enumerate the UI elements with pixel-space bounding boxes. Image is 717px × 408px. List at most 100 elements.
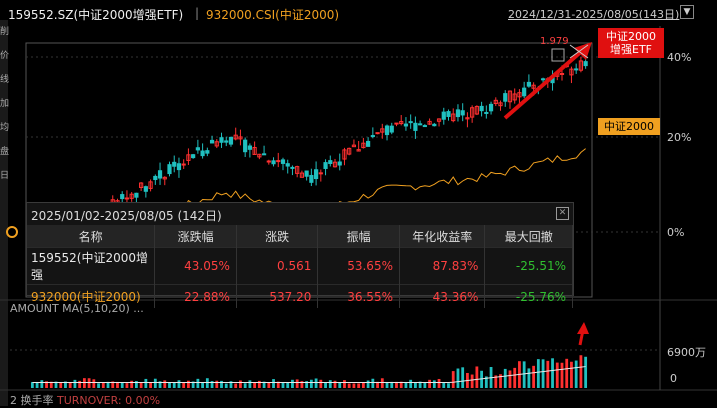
candle-body: [540, 78, 546, 81]
candle-body: [139, 182, 144, 188]
volume-bar: [437, 378, 441, 388]
red-arrow: [503, 48, 585, 120]
volume-bar: [324, 382, 327, 388]
candle-body: [247, 145, 252, 150]
candle-body: [375, 132, 380, 135]
volume-bar: [101, 382, 105, 388]
volume-bar: [456, 368, 460, 388]
volume-bar: [413, 382, 417, 388]
candle-body: [432, 123, 437, 127]
turnover-indicator: 2 换手率 TURNOVER: 0.00%: [10, 392, 160, 408]
volume-bar: [262, 381, 266, 388]
table-row[interactable]: 159552(中证2000增强 43.05% 0.561 53.65% 87.8…: [27, 247, 573, 285]
row-mdd: -25.76%: [484, 284, 573, 308]
volume-bar: [149, 382, 152, 388]
candle-body: [209, 139, 215, 144]
turnover-label: 2 换手率: [10, 394, 54, 407]
candle-body: [224, 140, 229, 143]
candle-body: [356, 149, 361, 152]
candle-body: [484, 111, 489, 114]
volume-bar: [125, 383, 129, 388]
volume-bar: [499, 374, 502, 388]
candle-body: [361, 142, 366, 149]
toolbar-glyph[interactable]: 均: [0, 123, 10, 133]
candle-body: [342, 149, 347, 160]
toolbar-glyph[interactable]: 价: [0, 51, 10, 61]
candle-body: [517, 92, 522, 98]
range-dropdown-icon[interactable]: ▼: [680, 5, 694, 19]
candle-body: [351, 144, 357, 148]
interval-stats-panel: 2025/01/02-2025/08/05 (142日) ✕ 名称 涨跌幅 涨跌…: [26, 202, 574, 308]
candle-body: [257, 153, 262, 158]
etf-tag: 中证2000 增强ETF: [598, 28, 664, 58]
volume-bar: [385, 381, 389, 388]
candle-body: [124, 197, 130, 200]
volume-bar: [64, 381, 67, 388]
row-amp: 53.65%: [317, 247, 400, 285]
candle-body: [337, 161, 342, 166]
candle-body: [285, 163, 290, 167]
candle-body: [512, 93, 517, 101]
chart-header: 159552.SZ(中证2000增强ETF) | 932000.CSI(中证20…: [0, 0, 717, 26]
candle-body: [143, 186, 148, 192]
amount-indicator-label: AMOUNT MA(5,10,20) ...: [10, 302, 144, 315]
candle-body: [219, 137, 224, 143]
close-icon[interactable]: ✕: [556, 207, 569, 220]
toolbar-glyph[interactable]: 线: [0, 75, 10, 85]
volume-bar: [376, 381, 379, 388]
volume-bar: [144, 378, 148, 388]
volume-bar: [352, 383, 356, 388]
volume-bar: [272, 379, 275, 388]
col-header: 振幅: [317, 225, 400, 248]
toolbar-glyph[interactable]: 盘: [0, 147, 10, 157]
volume-bar: [205, 378, 209, 388]
volume-bar: [584, 356, 588, 388]
table-row[interactable]: 932000(中证2000) 22.88% 537.20 36.55% 43.3…: [27, 284, 573, 308]
volume-bar: [229, 381, 233, 388]
row-name: 932000(中证2000): [27, 284, 156, 308]
candle-body: [181, 163, 186, 166]
volume-bar: [243, 383, 247, 388]
row-annual: 87.83%: [399, 247, 486, 285]
volume-bar: [220, 380, 223, 388]
volume-bar: [314, 378, 318, 388]
candle-body: [455, 109, 461, 118]
candle-body: [295, 166, 300, 174]
candle-body: [309, 174, 314, 183]
row-mdd: -25.51%: [484, 247, 573, 285]
candle-body: [403, 123, 409, 127]
volume-bar: [423, 382, 427, 388]
col-header: 最大回撤: [484, 225, 573, 248]
date-range-link[interactable]: 2024/12/31-2025/08/05(143日): [508, 8, 680, 21]
candle-body: [176, 163, 182, 171]
candle-body: [531, 84, 536, 89]
candle-body: [195, 147, 200, 151]
row-amp: 36.55%: [317, 284, 400, 308]
volume-bar: [328, 380, 332, 388]
top-price-label: 1.979: [540, 36, 569, 47]
volume-bar: [451, 371, 455, 388]
volume-bar: [395, 381, 398, 388]
volume-bar: [536, 359, 540, 388]
volume-bar: [116, 381, 119, 388]
volume-bar: [390, 381, 394, 388]
candle-body: [290, 166, 295, 169]
volume-bar: [54, 381, 58, 388]
volume-bar: [286, 383, 290, 388]
candle-body: [233, 134, 238, 140]
toolbar-glyph[interactable]: 日: [0, 171, 10, 181]
volume-bar: [333, 380, 337, 388]
toolbar-glyph[interactable]: 加: [0, 99, 10, 109]
col-header: 年化收益率: [399, 225, 486, 248]
candle-body: [399, 121, 404, 125]
candle-body: [389, 125, 394, 133]
volume-bar: [87, 378, 91, 388]
candle-body: [205, 150, 210, 154]
volume-bar: [565, 358, 569, 388]
toolbar-glyph[interactable]: 削: [0, 27, 10, 37]
candle-body: [427, 120, 432, 125]
volume-bar: [210, 381, 214, 388]
candle-body: [446, 111, 451, 117]
candle-body: [332, 161, 338, 168]
red-arrowhead: [574, 42, 592, 60]
